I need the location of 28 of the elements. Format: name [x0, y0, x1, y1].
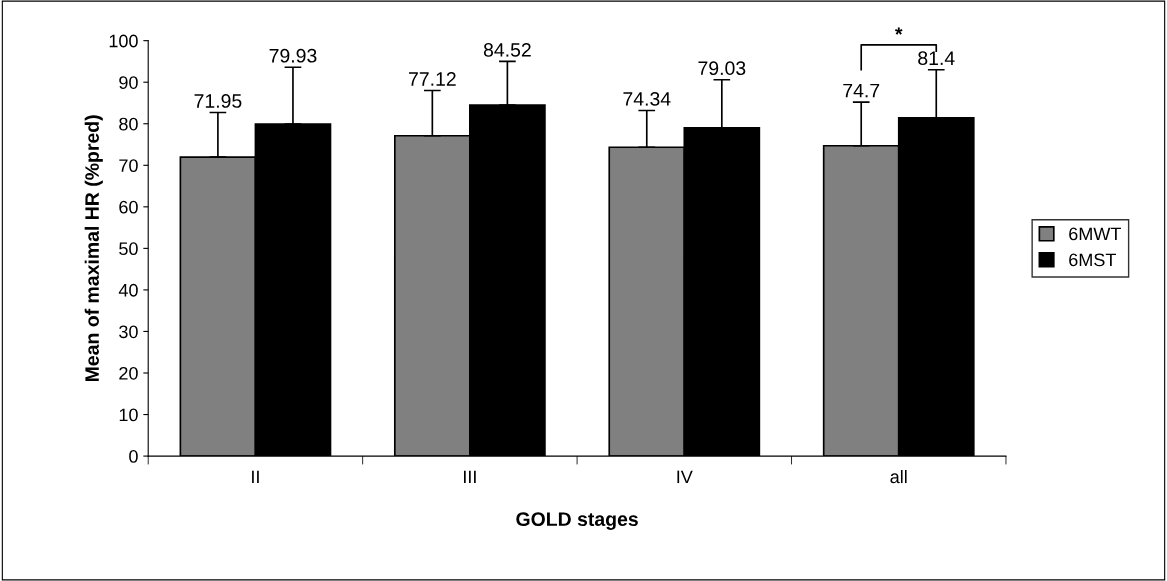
data-label: 71.95: [194, 94, 242, 108]
data-label: 77.12: [409, 72, 456, 86]
data-label: 79.03: [698, 61, 746, 76]
data-label: 79.93: [269, 48, 317, 63]
y-tick-label: 10: [119, 408, 138, 422]
y-tick-label: 90: [119, 76, 138, 89]
x-tick-label: IV: [677, 470, 693, 484]
y-tick-label: 50: [119, 242, 138, 256]
y-tick-label: 60: [119, 200, 138, 214]
data-label: 84.52: [483, 43, 531, 57]
data-label: 81.4: [918, 51, 955, 66]
y-tick-label: 0: [129, 450, 138, 463]
data-label: 74.34: [623, 92, 671, 106]
y-tick-label: 20: [119, 366, 138, 380]
text: *: [895, 27, 903, 35]
y-tick-label: 100: [109, 34, 138, 48]
y-tick-label: 70: [119, 159, 138, 173]
x-tick-label: II: [252, 470, 259, 484]
y-axis-title: Mean of maximal HR (%pred): [84, 115, 103, 382]
data-label: 74.7: [843, 83, 880, 98]
legend-label: 6MWT: [1069, 227, 1121, 241]
x-axis-title: GOLD stages: [516, 512, 638, 530]
y-tick-label: 80: [119, 117, 138, 131]
legend-label: 6MST: [1069, 253, 1116, 267]
y-tick-label: 40: [118, 283, 138, 297]
x-tick-label: all: [890, 469, 907, 484]
y-tick-label: 30: [119, 325, 138, 339]
x-tick-label: III: [464, 470, 476, 484]
